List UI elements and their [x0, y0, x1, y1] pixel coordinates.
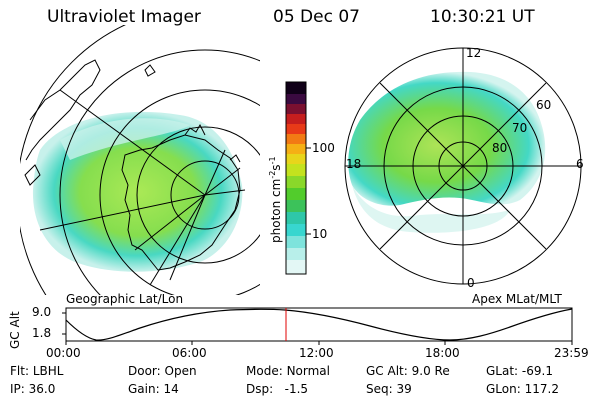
mlt-label-18: 18 [346, 157, 362, 171]
time-label: 10:30:21 UT [430, 7, 535, 27]
mlat-label-70: 70 [512, 121, 528, 135]
gc-alt-status: GC Alt: 9.0 Re [366, 364, 450, 378]
mlat-label-80: 80 [492, 141, 508, 155]
mlt-polar-plot [344, 47, 582, 285]
aurora-haze-right [352, 185, 510, 233]
seq-status: Seq: 39 [366, 382, 412, 396]
glon-status: GLon: 117.2 [486, 382, 559, 396]
altitude-xtick: 06:00 [172, 346, 207, 360]
gain-status: Gain: 14 [128, 382, 179, 396]
altitude-xtick: 00:00 [46, 346, 81, 360]
aurora-haze-left [60, 118, 190, 160]
colorbar-tick-100: 100 [312, 141, 335, 155]
glat-status: GLat: -69.1 [486, 364, 553, 378]
mlt-label-6: 6 [576, 157, 584, 171]
mlt-label-12: 12 [466, 46, 482, 60]
geographic-map [20, 25, 260, 295]
apex-caption: Apex MLat/MLT [472, 292, 562, 306]
altitude-ytick-low: 1.8 [32, 326, 52, 340]
ip-status: IP: 36.0 [10, 382, 56, 396]
door-status: Door: Open [128, 364, 197, 378]
coastlines [24, 59, 241, 271]
geographic-caption: Geographic Lat/Lon [66, 292, 184, 306]
altitude-xtick: 12:00 [299, 346, 334, 360]
altitude-xtick: 23:59 [554, 346, 589, 360]
colorbar-tick-10: 10 [312, 227, 328, 241]
altitude-xtick: 18:00 [425, 346, 460, 360]
filter-status: Flt: LBHL [10, 364, 64, 378]
mlt-label-0: 0 [467, 276, 475, 290]
altitude-ytick-high: 9.0 [32, 305, 52, 319]
altitude-plot [62, 307, 573, 345]
dsp-status: Dsp: -1.5 [246, 382, 309, 396]
date-label: 05 Dec 07 [273, 7, 360, 27]
aurora-image-right [348, 71, 546, 206]
mlat-label-60: 60 [536, 98, 552, 112]
altitude-curve [65, 308, 573, 341]
colorbar [285, 81, 311, 275]
mode-status: Mode: Normal [246, 364, 330, 378]
instrument-title: Ultraviolet Imager [47, 7, 201, 27]
altitude-ylabel: GC Alt [8, 311, 22, 349]
colorbar-unit-label: photon cm-2s-1 [268, 156, 283, 243]
